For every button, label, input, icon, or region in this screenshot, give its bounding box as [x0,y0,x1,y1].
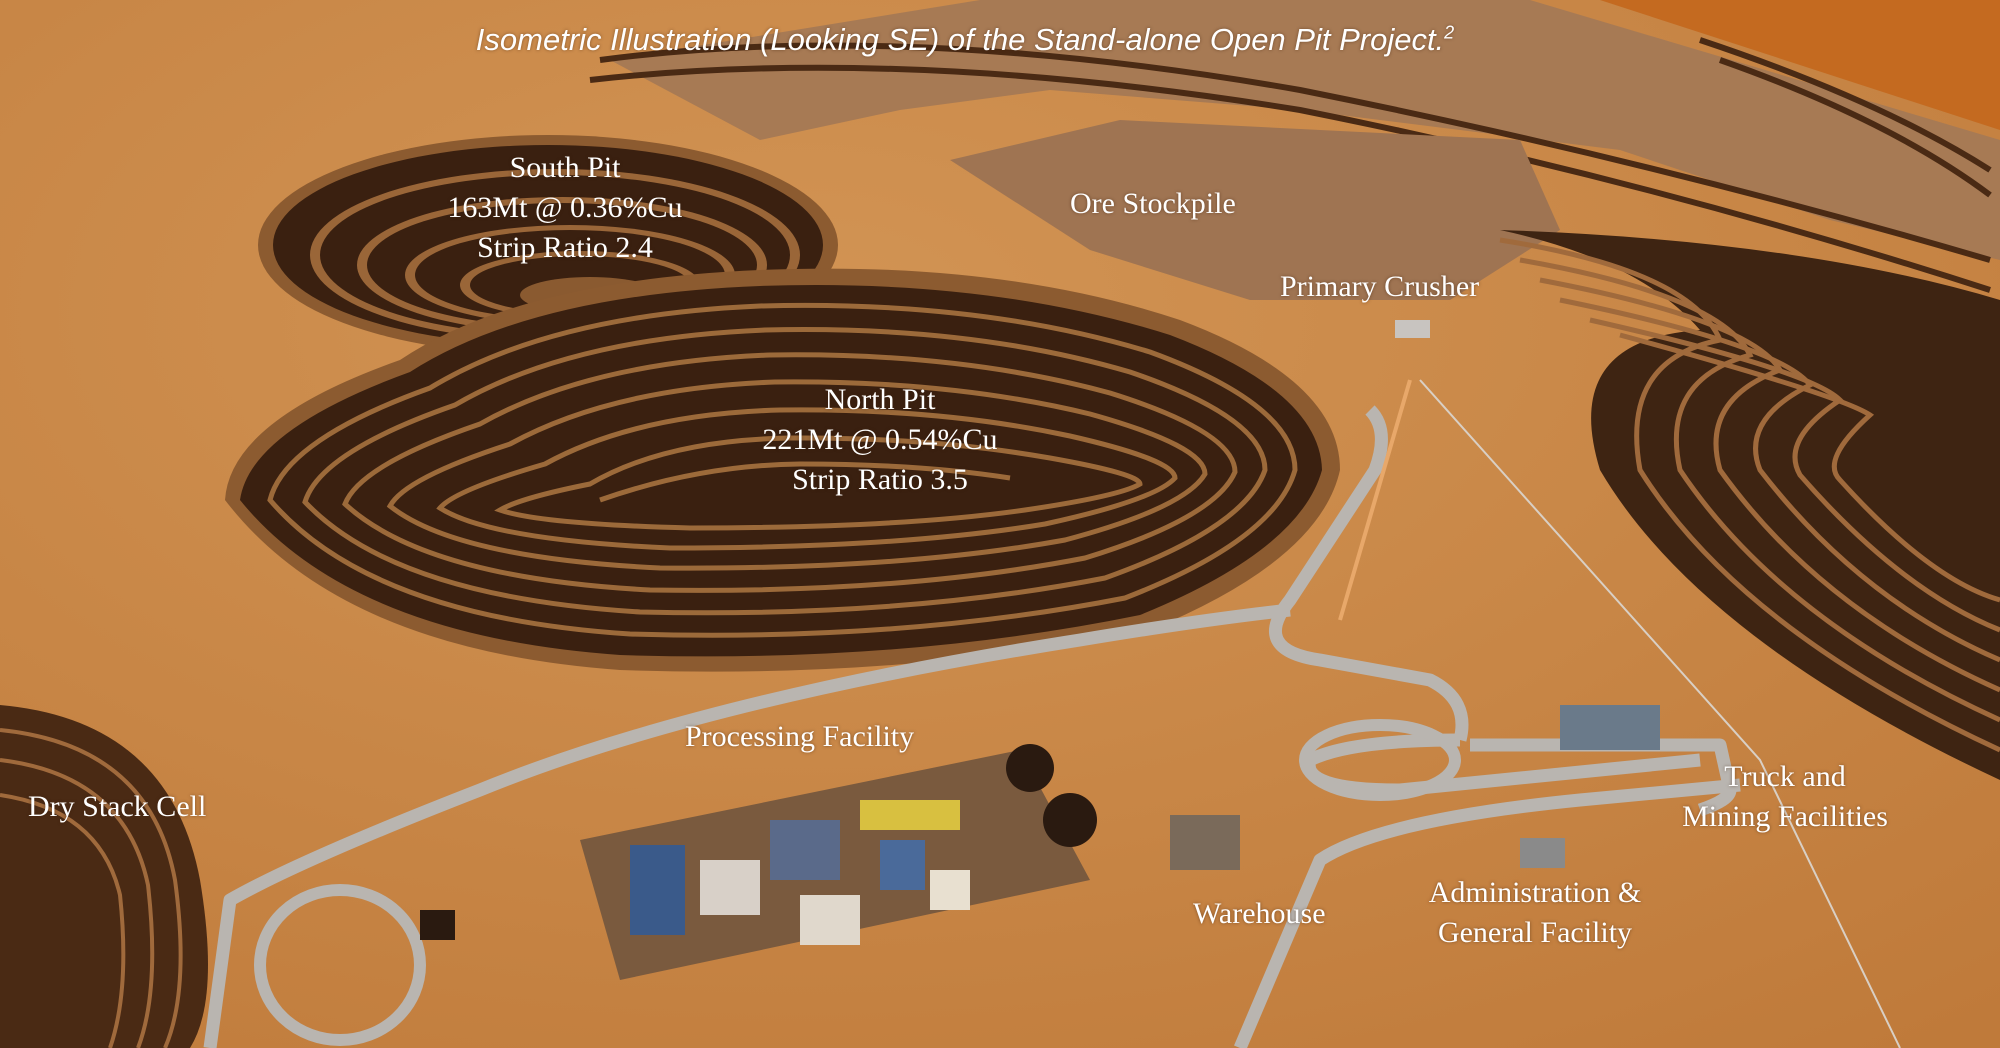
north-pit-strip-ratio: Strip Ratio 3.5 [792,463,968,496]
conveyor [1338,379,1412,621]
truck-mining-line-2: Mining Facilities [1682,800,1888,833]
truck-shop [1560,705,1660,750]
north-pit-label: North Pit 221Mt @ 0.54%Cu Strip Ratio 3.… [730,380,1030,500]
dry-stack-cell-area [0,705,208,1048]
roundabout-east [1299,719,1461,801]
north-pit-name: North Pit [824,383,936,416]
horizon [1600,0,2000,130]
primary-crusher-label: Primary Crusher [1280,270,1480,303]
south-pit-name: South Pit [509,151,621,184]
roundabout-west [254,884,426,1046]
figure-title-text: Isometric Illustration (Looking SE) of t… [475,22,1445,57]
waste-dump-top [610,0,2000,260]
waste-dump-benches [589,37,1992,293]
south-pit-label: South Pit 163Mt @ 0.36%Cu Strip Ratio 2.… [415,148,715,268]
processing-facility-pad [580,744,1097,980]
tailings-tank [420,910,455,940]
truck-mining-line-1: Truck and [1724,760,1846,793]
administration-label: Administration & General Facility [1400,873,1670,953]
admin-building [1520,838,1565,868]
figure-title-footnote: 2 [1444,22,1455,43]
administration-line-1: Administration & [1428,876,1642,909]
south-pit-tonnage: 163Mt @ 0.36%Cu [447,191,683,224]
south-pit [258,135,838,355]
ore-stockpile-label: Ore Stockpile [1070,187,1236,220]
dry-stack-cell-label: Dry Stack Cell [28,790,207,823]
dry-stack-benches [0,728,183,1048]
north-pit-tonnage: 221Mt @ 0.54%Cu [762,423,998,456]
power-line [1419,379,1901,1048]
truck-mining-label: Truck and Mining Facilities [1660,757,1910,837]
warehouse-label: Warehouse [1193,897,1326,930]
east-dump-benches [1499,237,2000,753]
figure-title: Isometric Illustration (Looking SE) of t… [0,22,1930,58]
crusher-structure [1395,320,1430,338]
ore-stockpile-area [950,120,1560,300]
administration-line-2: General Facility [1437,916,1633,949]
processing-facility-label: Processing Facility [685,720,915,753]
warehouse-building [1170,815,1240,870]
north-pit [225,268,1340,672]
south-pit-strip-ratio: Strip Ratio 2.4 [477,231,653,264]
